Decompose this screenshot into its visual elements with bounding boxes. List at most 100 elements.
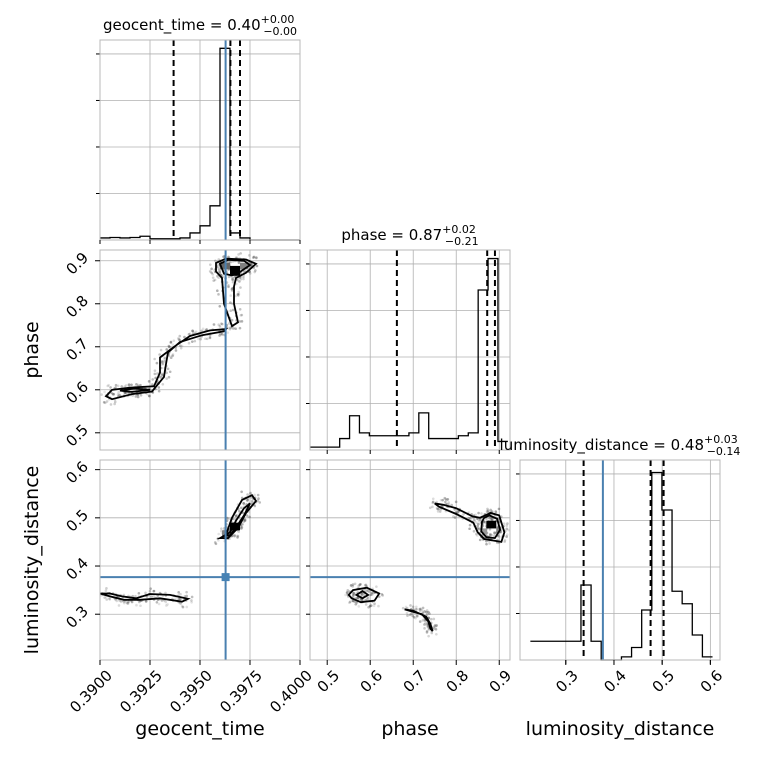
sample-point [418, 608, 422, 611]
sample-point [348, 601, 351, 604]
sample-point [230, 318, 234, 322]
sample-point [105, 598, 109, 601]
sample-point [222, 255, 225, 258]
sample-point [423, 619, 427, 622]
sample-point [375, 585, 378, 588]
sample-point [136, 395, 140, 399]
sample-point [474, 513, 477, 517]
sample-point [253, 493, 256, 497]
sample-point [183, 335, 186, 339]
sample-point [187, 341, 191, 345]
sample-point [217, 276, 220, 280]
sample-point [230, 302, 234, 305]
sample-point [246, 499, 249, 502]
sample-point [497, 535, 500, 538]
sample-point [218, 270, 222, 273]
sample-point [165, 377, 168, 380]
sample-point [164, 600, 168, 604]
sample-point [167, 354, 171, 358]
sample-point [497, 507, 501, 511]
title-sup: +0.03 [704, 433, 738, 446]
sample-point [357, 584, 360, 588]
y-tick-label: 0.3 [62, 602, 92, 632]
sample-point [174, 349, 178, 352]
sample-point [238, 280, 241, 283]
sample-point [355, 596, 358, 600]
sample-point [167, 344, 171, 348]
sample-point [188, 332, 192, 336]
sample-point [229, 301, 232, 304]
sample-point [486, 507, 489, 511]
sample-point [405, 611, 409, 615]
sample-point [239, 286, 242, 289]
title-sub: −0.00 [263, 25, 297, 38]
sample-point [113, 402, 117, 406]
sample-point [233, 533, 237, 537]
sample-point [358, 583, 362, 587]
sample-point [476, 524, 479, 528]
title-sub: −0.21 [445, 235, 479, 248]
sample-point [425, 629, 429, 633]
sample-point [505, 524, 509, 527]
sample-point [161, 383, 165, 386]
sample-point [160, 374, 164, 377]
sample-point [236, 292, 240, 296]
sample-point [345, 591, 349, 594]
sample-point [435, 632, 438, 636]
sample-point [179, 602, 182, 605]
sample-point [256, 499, 260, 502]
sample-point [436, 510, 440, 513]
sample-point [240, 313, 244, 317]
sample-point [415, 614, 418, 618]
sample-point [107, 383, 111, 387]
panel-frame [309, 459, 511, 661]
sample-point [473, 519, 477, 523]
sample-point [100, 393, 103, 396]
sample-point [490, 509, 494, 513]
sample-point [249, 502, 253, 506]
contour-line [99, 592, 191, 603]
histogram-geocent_time [100, 47, 300, 241]
sample-point [503, 539, 507, 542]
sample-point [218, 334, 221, 337]
y-tick-label: 0.5 [62, 506, 92, 536]
sample-point [421, 619, 425, 622]
sample-point [367, 590, 371, 594]
sample-point [180, 604, 184, 608]
sample-point [218, 304, 222, 308]
sample-point [139, 383, 142, 387]
sample-point [229, 260, 232, 264]
pair-panel-geocent_time-phase [99, 249, 301, 451]
sample-point [252, 255, 256, 259]
sample-point [406, 614, 409, 617]
sample-point [213, 278, 217, 282]
x-tick-label: 0.5 [649, 666, 679, 696]
sample-point [505, 535, 508, 538]
sample-point [205, 337, 209, 341]
y-tick-label: 0.4 [62, 554, 92, 584]
sample-point [151, 383, 154, 386]
sample-point [166, 603, 169, 606]
sample-point [248, 515, 252, 519]
hist-panel-phase: phase = 0.87+0.02 −0.21 [306, 223, 511, 454]
sample-point [146, 392, 149, 396]
sample-point [103, 596, 106, 599]
sample-point [239, 314, 243, 317]
sample-point [220, 529, 223, 533]
sample-point [211, 273, 215, 276]
sample-point [428, 612, 431, 616]
sample-point [373, 602, 376, 606]
sample-point [208, 335, 212, 339]
sample-point [238, 509, 241, 513]
sample-point [418, 609, 422, 612]
sample-point [217, 267, 221, 270]
sample-point [117, 390, 120, 394]
sample-point [352, 592, 355, 595]
sample-point [112, 392, 116, 396]
sample-point [248, 272, 252, 275]
sample-point [169, 341, 173, 344]
sample-point [432, 626, 435, 629]
sample-point [212, 279, 216, 282]
sample-point [227, 517, 230, 521]
sample-point [491, 518, 494, 521]
